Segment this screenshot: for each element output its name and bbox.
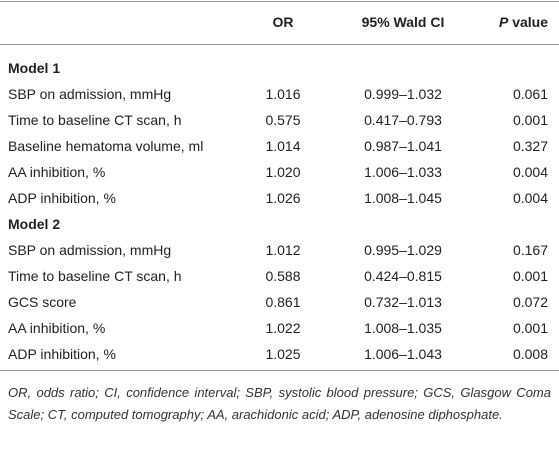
row-label: AA inhibition, % — [8, 320, 106, 336]
row-label: Time to baseline CT scan, h — [8, 112, 182, 128]
header-p-text: value — [512, 14, 548, 30]
p-value: 0.001 — [512, 112, 548, 128]
or-value: 1.026 — [265, 190, 301, 206]
or-value: 1.012 — [265, 242, 301, 258]
p-value: 0.001 — [512, 320, 548, 336]
header-or: OR — [272, 14, 294, 30]
header-ci: 95% Wald CI — [361, 14, 445, 30]
or-value: 1.022 — [265, 320, 301, 336]
footnote: OR, odds ratio; CI, confidence interval;… — [8, 385, 551, 422]
row-label: SBP on admission, mmHg — [8, 242, 172, 258]
p-value: 0.004 — [512, 164, 548, 180]
p-value: 0.004 — [512, 190, 548, 206]
ci-value: 1.006–1.033 — [364, 164, 442, 180]
or-value: 1.025 — [265, 346, 301, 362]
ci-value: 0.732–1.013 — [364, 294, 442, 310]
bottom-rule — [0, 370, 559, 371]
ci-value: 1.006–1.043 — [364, 346, 442, 362]
header-p: P value — [478, 13, 548, 31]
p-value: 0.327 — [512, 138, 548, 154]
ci-value: 0.999–1.032 — [364, 86, 442, 102]
or-value: 1.020 — [265, 164, 301, 180]
row-label: SBP on admission, mmHg — [8, 86, 172, 102]
row-label: ADP inhibition, % — [8, 346, 116, 362]
ci-value: 0.424–0.815 — [364, 268, 442, 284]
p-value: 0.167 — [512, 242, 548, 258]
p-value: 0.001 — [512, 268, 548, 284]
ci-value: 1.008–1.045 — [364, 190, 442, 206]
or-value: 0.861 — [265, 294, 301, 310]
top-rule — [0, 1, 559, 2]
row-label: Time to baseline CT scan, h — [8, 268, 182, 284]
ci-value: 0.417–0.793 — [364, 112, 442, 128]
p-value: 0.008 — [512, 346, 548, 362]
or-value: 0.588 — [265, 268, 301, 284]
ci-value: 0.995–1.029 — [364, 242, 442, 258]
row-label: ADP inhibition, % — [8, 190, 116, 206]
ci-value: 1.008–1.035 — [364, 320, 442, 336]
section-title: Model 2 — [8, 216, 61, 232]
header-p-symbol: P — [498, 14, 509, 30]
row-label: Baseline hematoma volume, ml — [8, 138, 204, 154]
or-value: 0.575 — [265, 112, 301, 128]
p-value: 0.061 — [512, 86, 548, 102]
row-label: GCS score — [8, 294, 77, 310]
p-value: 0.072 — [512, 294, 548, 310]
section-title: Model 1 — [8, 60, 61, 76]
ci-value: 0.987–1.041 — [364, 138, 442, 154]
or-value: 1.016 — [265, 86, 301, 102]
header-rule — [0, 44, 559, 45]
row-label: AA inhibition, % — [8, 164, 106, 180]
or-value: 1.014 — [265, 138, 301, 154]
